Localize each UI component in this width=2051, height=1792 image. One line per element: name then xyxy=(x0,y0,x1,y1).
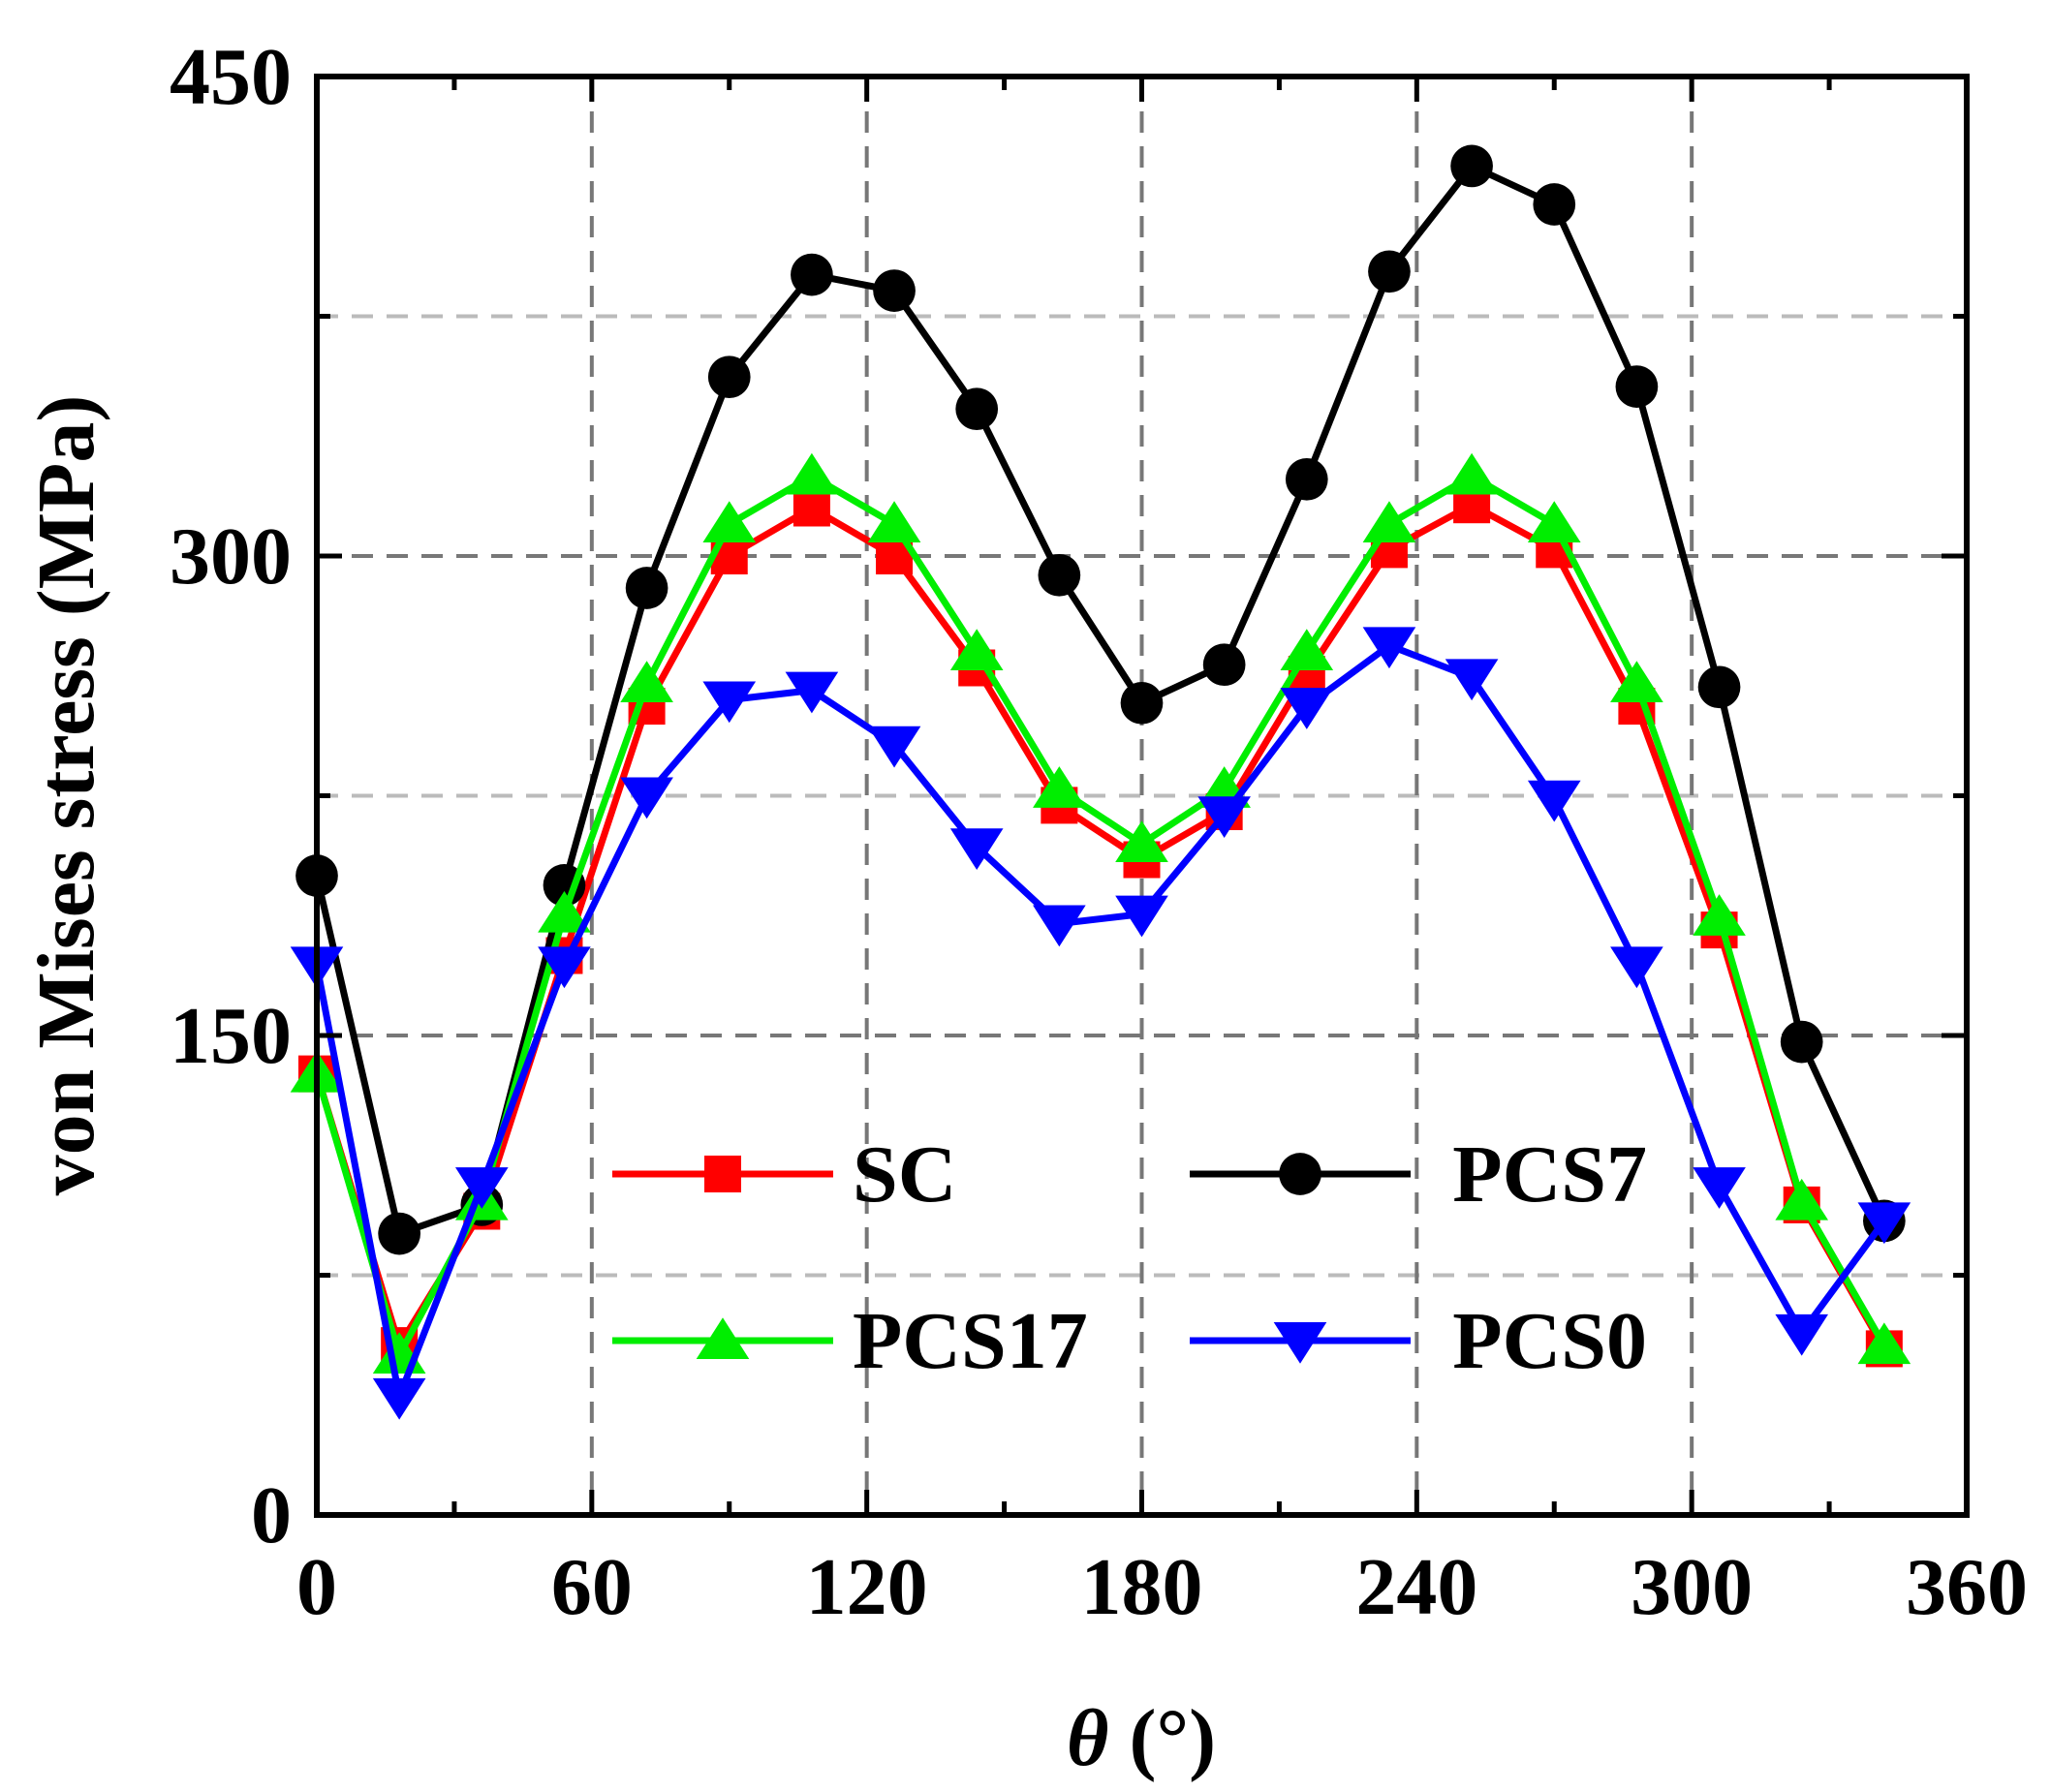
data-point-SC-108 xyxy=(792,489,830,527)
data-point-PCS7-234 xyxy=(1368,250,1411,294)
series-PCS17 xyxy=(290,452,1911,1374)
x-tick-label-180: 180 xyxy=(1081,1542,1203,1632)
data-point-PCS7-18 xyxy=(378,1212,420,1255)
series-PCS7 xyxy=(295,144,1906,1255)
data-point-PCS17-108 xyxy=(785,452,839,495)
x-tick-label-120: 120 xyxy=(806,1542,928,1632)
data-point-PCS0-288 xyxy=(1610,946,1663,989)
series-PCS0 xyxy=(290,627,1911,1420)
data-point-PCS17-180 xyxy=(1115,820,1168,862)
data-point-PCS0-36 xyxy=(454,1167,509,1209)
data-point-PCS7-90 xyxy=(707,355,751,399)
data-point-PCS17-90 xyxy=(702,501,757,542)
tick-labels: 0 60 120 180 240 300 360 0 150 300 450 xyxy=(170,32,2028,1632)
data-point-PCS7-306 xyxy=(1697,665,1741,709)
data-point-PCS7-252 xyxy=(1450,144,1493,188)
legend-item-PCS7: PCS7 xyxy=(1190,1129,1647,1220)
data-point-PCS17-252 xyxy=(1445,452,1499,495)
legend-marker-SC xyxy=(704,1156,741,1192)
series-line-PCS7 xyxy=(313,162,1888,1238)
data-point-PCS17-72 xyxy=(620,661,673,702)
data-point-PCS0-270 xyxy=(1527,780,1581,822)
data-point-PCS7-126 xyxy=(873,269,916,312)
legend-marker-PCS0 xyxy=(1273,1322,1327,1364)
y-tick-label-0: 0 xyxy=(251,1470,292,1560)
data-point-PCS0-180 xyxy=(1115,895,1168,938)
x-axis-title: θ (°) xyxy=(1067,1693,1216,1783)
data-point-PCS17-324 xyxy=(1775,1178,1829,1220)
legend-item-SC: SC xyxy=(612,1129,956,1220)
data-point-PCS0-216 xyxy=(1280,688,1334,729)
data-point-PCS7-324 xyxy=(1780,1020,1823,1064)
legend-label-PCS7: PCS7 xyxy=(1452,1129,1647,1220)
data-point-PCS0-324 xyxy=(1775,1313,1829,1356)
data-point-PCS7-198 xyxy=(1202,643,1246,687)
y-axis-title: von Mises stress (MPa) xyxy=(21,395,111,1196)
data-point-PCS17-234 xyxy=(1362,501,1416,542)
data-point-PCS0-108 xyxy=(785,671,839,714)
data-point-PCS7-270 xyxy=(1533,183,1576,226)
x-tick-label-360: 360 xyxy=(1906,1542,2028,1632)
y-tick-label-150: 150 xyxy=(170,991,292,1081)
data-point-PCS17-288 xyxy=(1610,661,1663,702)
legend-marker-PCS7 xyxy=(1279,1153,1321,1195)
data-point-PCS0-72 xyxy=(620,777,673,819)
series-SC xyxy=(298,486,1903,1368)
data-point-PCS0-144 xyxy=(949,828,1004,871)
legend-label-PCS0: PCS0 xyxy=(1452,1296,1647,1386)
x-axis-symbol: θ xyxy=(1067,1693,1109,1783)
data-point-PCS0-252 xyxy=(1445,659,1499,701)
data-point-PCS0-342 xyxy=(1857,1202,1911,1245)
y-tick-label-300: 300 xyxy=(170,511,292,602)
data-point-PCS17-144 xyxy=(949,629,1004,670)
data-point-PCS0-234 xyxy=(1362,627,1416,669)
data-point-PCS0-90 xyxy=(702,681,757,724)
data-point-PCS0-162 xyxy=(1033,905,1086,947)
data-point-PCS0-18 xyxy=(372,1377,426,1420)
data-point-PCS7-162 xyxy=(1038,553,1081,597)
data-point-PCS7-180 xyxy=(1120,681,1164,725)
legend-label-SC: SC xyxy=(853,1129,956,1220)
x-tick-label-300: 300 xyxy=(1631,1542,1753,1632)
data-point-PCS17-342 xyxy=(1857,1322,1911,1365)
x-tick-label-0: 0 xyxy=(296,1542,337,1632)
data-point-PCS7-72 xyxy=(625,567,668,609)
series-line-PCS0 xyxy=(313,641,1887,1401)
data-point-PCS0-198 xyxy=(1197,796,1251,839)
legend: SC PCS7 PCS17 PCS0 xyxy=(612,1129,1647,1386)
x-tick-label-60: 60 xyxy=(551,1542,633,1632)
series-line-PCS17 xyxy=(313,473,1887,1359)
data-point-PCS7-144 xyxy=(955,387,999,431)
series-group xyxy=(290,144,1911,1420)
data-point-PCS7-108 xyxy=(791,253,833,296)
legend-item-PCS17: PCS17 xyxy=(612,1296,1088,1386)
data-point-PCS0-306 xyxy=(1693,1167,1746,1209)
data-point-PCS0-126 xyxy=(867,726,921,768)
x-tick-label-240: 240 xyxy=(1355,1542,1477,1632)
data-point-PCS17-306 xyxy=(1693,894,1746,936)
data-point-PCS17-162 xyxy=(1033,766,1086,808)
legend-item-PCS0: PCS0 xyxy=(1190,1296,1647,1386)
axis-ticks xyxy=(314,74,1970,1518)
legend-label-PCS17: PCS17 xyxy=(853,1296,1088,1386)
data-point-PCS7-288 xyxy=(1615,365,1659,408)
data-point-PCS7-216 xyxy=(1285,457,1328,501)
data-point-PCS17-270 xyxy=(1527,501,1581,542)
legend-marker-PCS17 xyxy=(696,1317,750,1359)
data-point-PCS17-54 xyxy=(538,890,591,933)
data-point-PCS17-216 xyxy=(1280,629,1334,670)
x-axis-unit: (°) xyxy=(1109,1693,1217,1783)
data-point-PCS0-54 xyxy=(538,946,591,989)
data-point-PCS17-126 xyxy=(867,501,921,542)
y-tick-label-450: 450 xyxy=(170,32,292,122)
grid-lines xyxy=(317,77,1967,1515)
